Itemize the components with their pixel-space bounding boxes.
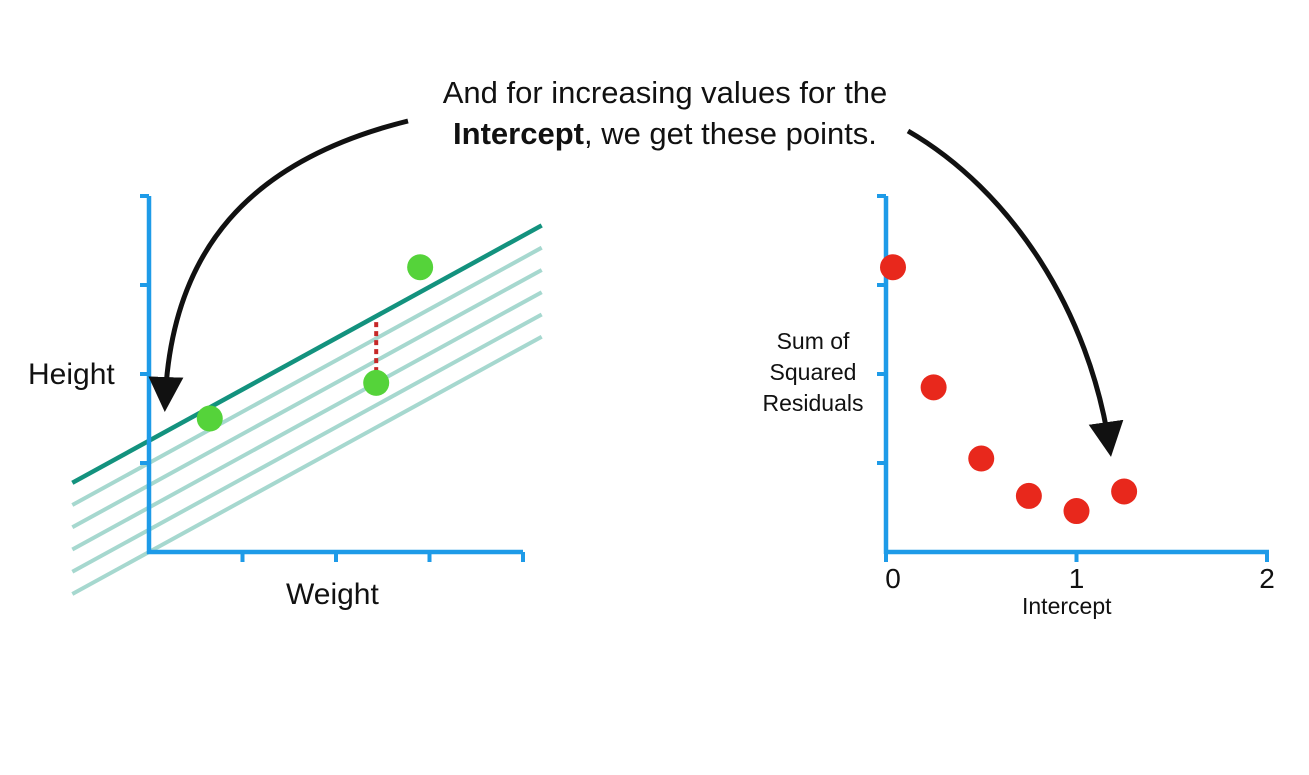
shifted-fit-line-3 [71,290,543,552]
ssr-point-0 [880,254,906,281]
shifted-fit-line-2 [71,268,543,530]
caption-rest: , we get these points. [583,116,877,151]
ssr-point-5 [1111,478,1138,505]
x-tick-label-0: 0 [885,563,901,594]
caption: And for increasing values for the Interc… [360,72,970,154]
left-arrow [148,118,409,412]
data-point-0 [196,405,223,432]
height-weight-chart [71,194,543,596]
y-axis-label-height: Height [28,358,115,391]
y-axis-label-ssr: Sum of Squared Residuals [762,328,864,416]
data-point-1 [363,369,390,396]
ssr-point-2 [968,445,995,472]
x-axis-label-intercept: Intercept [1022,593,1112,619]
caption-bold-term: Intercept [453,116,584,151]
data-point-2 [407,254,434,281]
ssr-point-4 [1063,498,1090,525]
caption-line-2: Intercept, we get these points. [360,113,970,154]
x-tick-label-2: 2 [1259,563,1275,594]
x-axis-label-weight: Weight [286,578,379,611]
ssr-point-1 [920,374,947,401]
ssr-point-3 [1015,482,1042,509]
x-tick-label-1: 1 [1068,563,1085,594]
ssr-intercept-chart [877,194,1269,562]
right-arrow [906,128,1124,457]
caption-line-1: And for increasing values for the [442,75,888,110]
